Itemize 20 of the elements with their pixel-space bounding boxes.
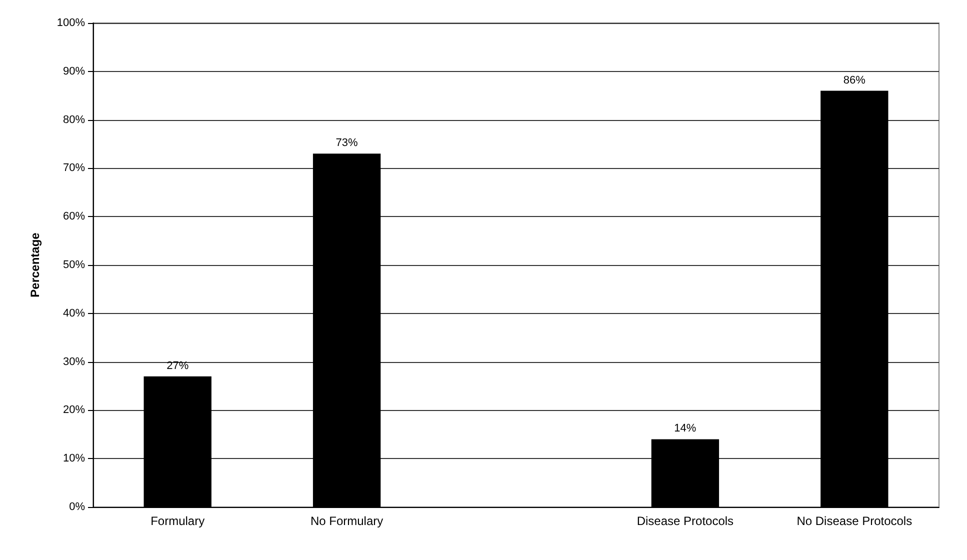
y-tick-label: 40%	[62, 307, 86, 320]
data-label: 14%	[674, 422, 696, 435]
y-tick-label: 0%	[69, 501, 86, 513]
data-label: 86%	[843, 74, 866, 86]
y-tick-label: 10%	[62, 452, 86, 465]
y-tick-label: 20%	[62, 404, 86, 416]
data-label: 73%	[336, 137, 358, 150]
y-tick-label: 60%	[62, 210, 86, 223]
x-tick-label: Disease Protocols	[636, 514, 734, 528]
y-tick-label: 100%	[56, 17, 86, 29]
x-tick-label: No Formulary	[310, 514, 384, 528]
x-tick-label: Formulary	[150, 514, 205, 528]
y-tick-label: 30%	[62, 356, 86, 368]
x-tick-label: No Disease Protocols	[796, 514, 912, 528]
y-tick-label: 80%	[62, 114, 86, 126]
data-label: 27%	[166, 360, 189, 372]
y-tick-label: 50%	[62, 259, 86, 271]
y-tick-label: 70%	[62, 162, 86, 174]
y-tick-label: 90%	[62, 65, 86, 78]
y-axis-title: Percentage	[28, 232, 42, 298]
